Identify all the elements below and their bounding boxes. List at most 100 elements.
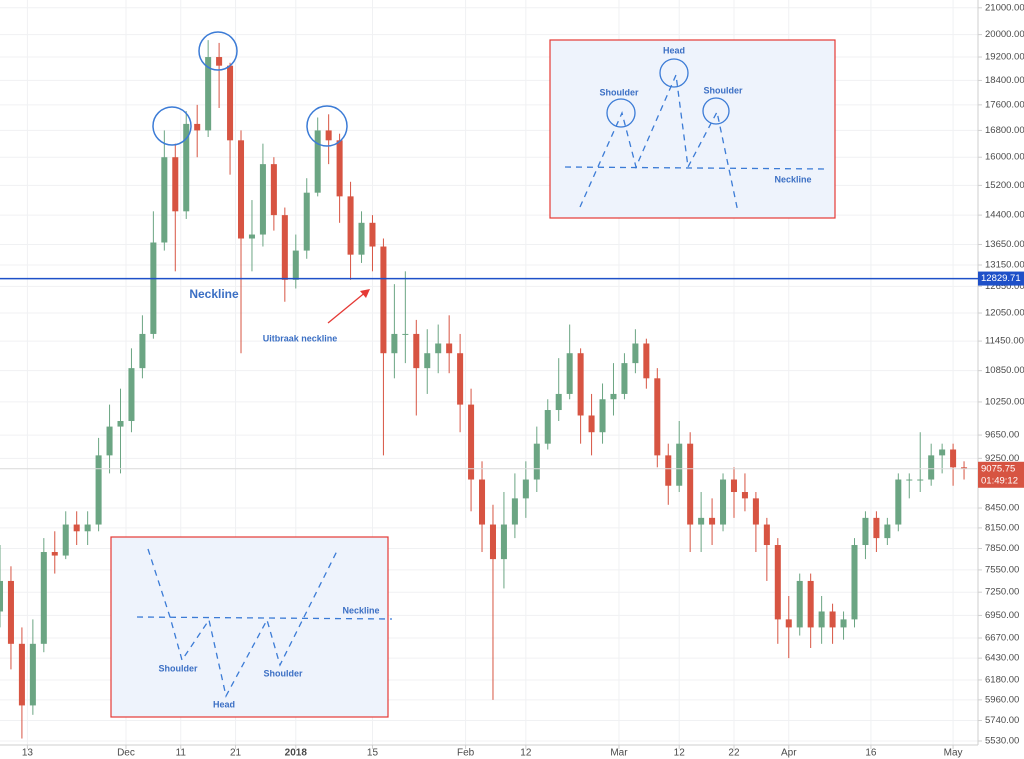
inset-label: Head (663, 45, 685, 55)
inset-circle (702, 97, 730, 125)
candle-body (698, 517, 705, 525)
y-tick-label: 15200.00 (985, 180, 1024, 191)
neckline-price-box (978, 271, 1024, 286)
y-tick-label: 16000.00 (985, 152, 1024, 163)
candle-body (292, 250, 299, 280)
y-tick-label: 17600.00 (985, 99, 1024, 110)
candle-body (566, 353, 573, 394)
candle-body (183, 123, 190, 212)
candle-body (862, 517, 869, 546)
candle-body (468, 404, 475, 480)
grid (0, 0, 978, 745)
candle-body (7, 580, 14, 644)
candle-body (435, 343, 442, 354)
candle-body (939, 449, 946, 456)
y-tick-label: 5740.00 (985, 715, 1019, 726)
candle-body (720, 479, 727, 525)
y-tick-label: 5530.00 (985, 736, 1019, 747)
candle-body (588, 415, 595, 433)
candle-body (763, 524, 770, 546)
candle-body (347, 196, 354, 255)
candle-body (424, 353, 431, 369)
inset-label: Shoulder (703, 85, 742, 95)
candle-body (161, 157, 168, 243)
candle-body (489, 524, 496, 560)
candle-body (610, 393, 617, 400)
candle-body (380, 246, 387, 354)
inset-pattern (579, 72, 739, 213)
candle-body (172, 157, 179, 212)
candle-body (128, 368, 135, 422)
candle-body (248, 234, 255, 239)
y-tick-label: 7550.00 (985, 564, 1019, 575)
inset-label: Shoulder (158, 663, 197, 673)
y-tick-label: 8450.00 (985, 503, 1019, 514)
inset-label: Neckline (342, 605, 379, 615)
candle-body (106, 426, 113, 456)
y-tick-label: 18400.00 (985, 75, 1024, 86)
inset-label: Head (213, 699, 235, 709)
candle-body (818, 611, 825, 628)
candle-body (522, 479, 529, 499)
candle-body (500, 524, 507, 560)
candle-body (51, 552, 58, 556)
candle-body (511, 498, 518, 525)
y-tick-label: 11450.00 (985, 336, 1024, 347)
candle-body (741, 492, 748, 499)
candle-body (544, 410, 551, 444)
inset-neckline (136, 616, 393, 620)
x-tick-label: 22 (728, 748, 740, 759)
candle-body (0, 580, 4, 612)
y-tick-label: 9250.00 (985, 453, 1019, 464)
x-tick-label: 11 (176, 748, 187, 759)
candle-body (851, 545, 858, 620)
y-tick-label: 13150.00 (985, 260, 1024, 271)
y-tick-label: 19200.00 (985, 52, 1024, 63)
candle-body (709, 517, 716, 525)
x-tick-label: 15 (367, 748, 379, 759)
y-tick-label: 10850.00 (985, 365, 1024, 376)
candle-body (413, 333, 420, 369)
bottom-inset (110, 536, 389, 718)
inset-circle (659, 58, 689, 88)
x-tick-label: 16 (865, 748, 877, 759)
y-tick-label: 6430.00 (985, 653, 1019, 664)
candle-body (665, 455, 672, 486)
candle-body (73, 524, 80, 532)
y-tick-label: 16800.00 (985, 125, 1024, 136)
candle-body (906, 479, 913, 481)
candle-body (621, 363, 628, 394)
y-tick-label: 6670.00 (985, 633, 1019, 644)
y-tick-label: 21000.00 (985, 2, 1024, 13)
candle-body (961, 467, 968, 469)
candle-body (117, 421, 124, 427)
candle-body (950, 449, 957, 468)
candle-body (314, 130, 321, 193)
head-circle (198, 31, 238, 71)
candle-body (325, 130, 332, 141)
candle-body (873, 517, 880, 539)
candle-body (270, 164, 277, 216)
y-tick-label: 20000.00 (985, 29, 1024, 40)
y-tick-label: 7850.00 (985, 543, 1019, 554)
y-tick-label: 6950.00 (985, 610, 1019, 621)
candle-body (369, 222, 376, 247)
y-tick-label: 7250.00 (985, 587, 1019, 598)
inset-pattern (147, 548, 338, 698)
y-tick-label: 9650.00 (985, 430, 1019, 441)
candle-body (205, 57, 212, 131)
y-tick-label: 8150.00 (985, 522, 1019, 533)
top-inset (549, 39, 836, 219)
candle-body (139, 333, 146, 369)
candle-body (29, 643, 36, 706)
neckline-label: Neckline (189, 287, 239, 301)
last-price-label: 9075.75 (981, 463, 1015, 474)
candle-body (479, 479, 486, 525)
breakout-arrowhead (360, 289, 370, 298)
candle-body (62, 524, 69, 556)
y-tick-label: 13650.00 (985, 239, 1024, 250)
candle-body (654, 378, 661, 456)
candle-body (237, 140, 245, 239)
